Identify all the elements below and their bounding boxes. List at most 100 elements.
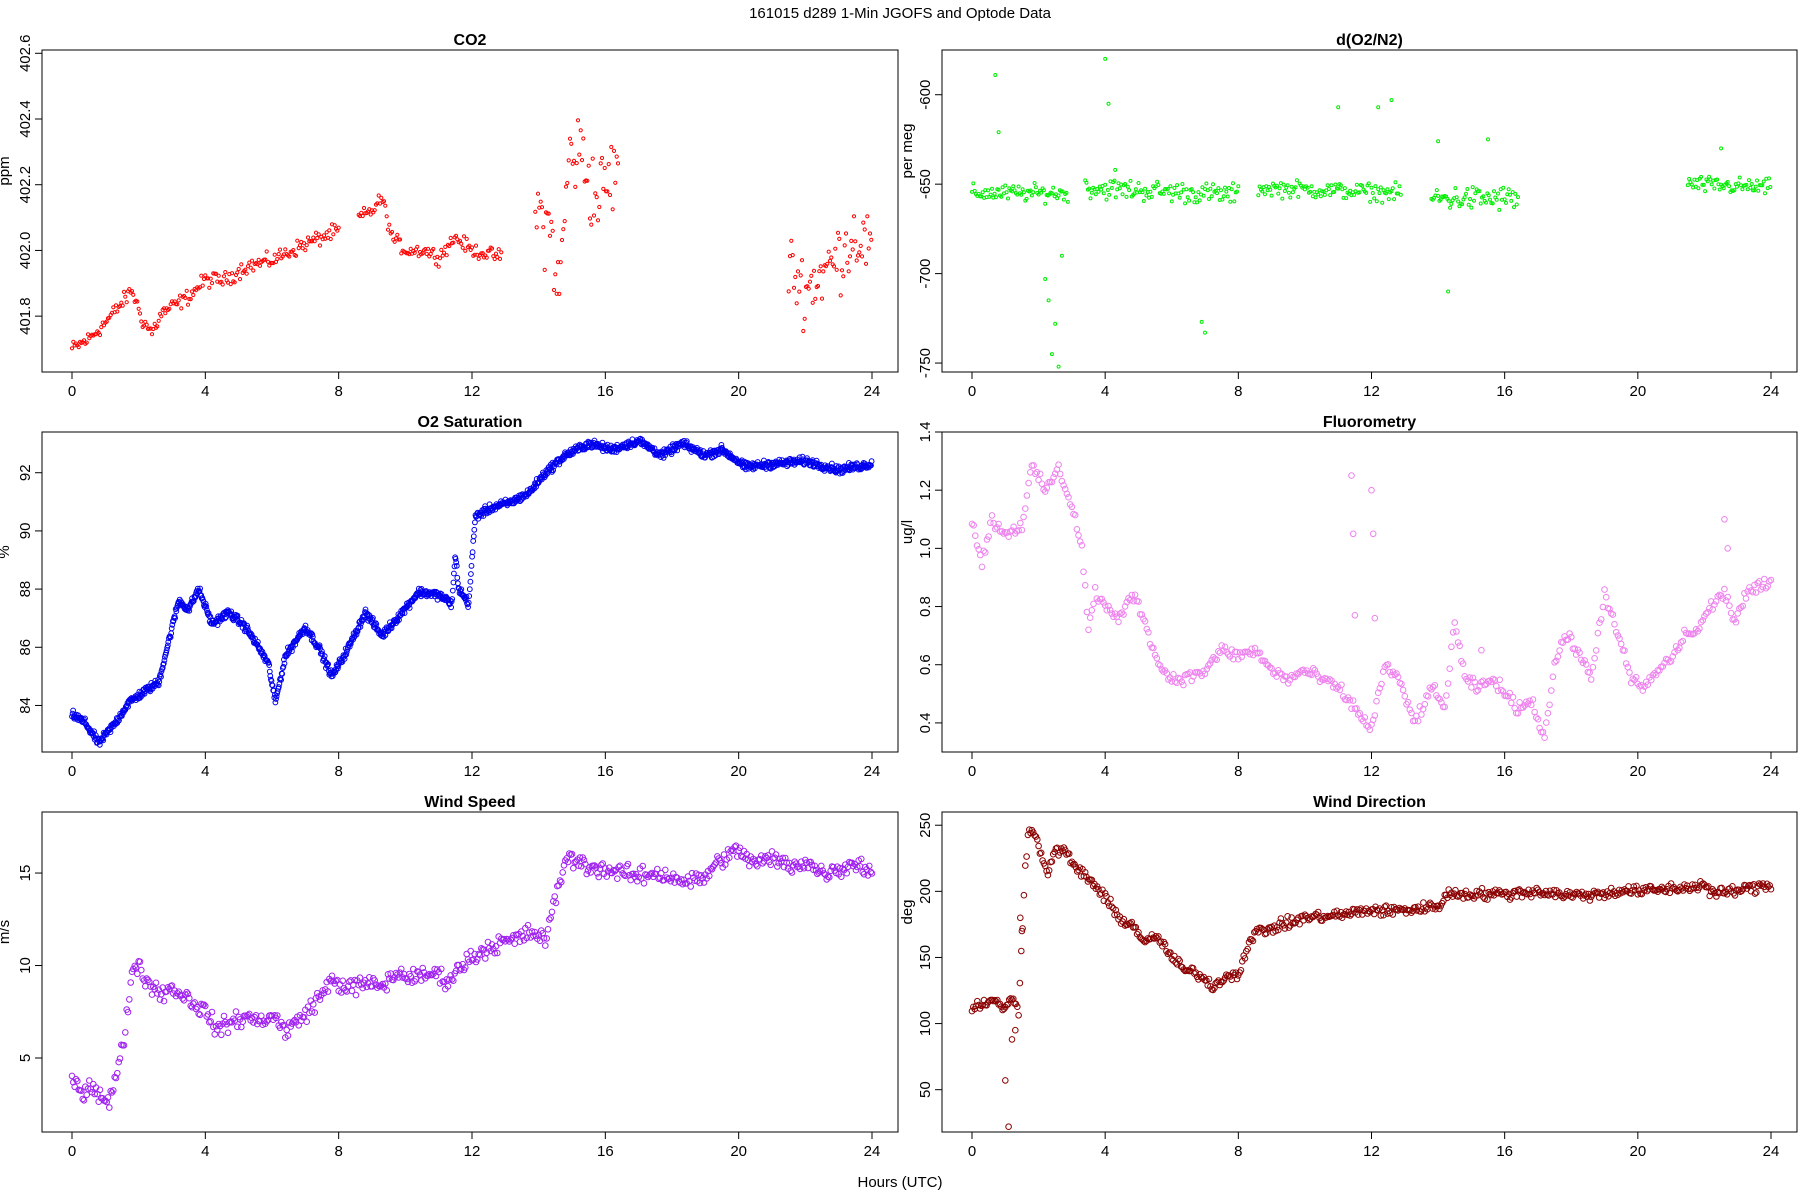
data-point <box>552 899 560 907</box>
data-point <box>238 1023 245 1031</box>
data-point <box>447 972 455 979</box>
data-point <box>1632 673 1640 681</box>
data-point <box>1020 187 1025 192</box>
data-point <box>164 642 171 649</box>
plot-frame <box>41 49 899 373</box>
data-point <box>1398 192 1403 197</box>
data-point <box>1748 185 1753 190</box>
data-point <box>1659 663 1667 670</box>
data-point <box>1150 644 1157 652</box>
data-point <box>1541 734 1548 742</box>
data-point <box>1634 891 1642 898</box>
data-point <box>799 258 805 263</box>
data-point <box>78 1087 85 1094</box>
data-point <box>1484 896 1491 903</box>
data-point <box>582 860 589 868</box>
data-point <box>316 642 323 649</box>
data-point <box>384 214 389 219</box>
data-point <box>127 287 132 292</box>
data-point <box>1311 666 1319 674</box>
data-point <box>674 874 681 882</box>
data-point <box>1144 193 1149 198</box>
data-point <box>593 191 598 196</box>
data-point <box>1737 175 1742 180</box>
data-point <box>1502 197 1507 202</box>
data-point <box>742 466 749 473</box>
data-point <box>867 231 873 236</box>
data-point <box>383 203 388 208</box>
data-point-outlier <box>1721 516 1728 523</box>
x-tick-label: 0 <box>968 1143 976 1160</box>
data-point <box>1354 911 1362 918</box>
data-point <box>180 997 188 1004</box>
data-point <box>1449 629 1457 636</box>
y-tick-label: 0.6 <box>917 654 934 675</box>
data-point <box>1468 197 1472 201</box>
data-point <box>1759 880 1767 887</box>
data-point <box>1187 198 1192 203</box>
data-point <box>1155 660 1162 668</box>
data-point <box>1021 190 1026 195</box>
data-point <box>428 251 433 257</box>
data-point <box>266 662 273 668</box>
data-point <box>137 695 143 701</box>
data-point <box>1737 604 1745 611</box>
data-point <box>1626 669 1633 676</box>
data-point <box>1261 657 1269 665</box>
data-point <box>573 184 578 189</box>
data-point <box>462 964 469 971</box>
data-point <box>467 947 475 955</box>
data-point <box>1285 680 1292 687</box>
data-point <box>472 252 477 257</box>
data-point <box>1045 867 1053 874</box>
data-point <box>1473 688 1480 695</box>
data-point <box>392 239 397 244</box>
data-point <box>1767 176 1771 181</box>
data-point <box>1677 639 1685 646</box>
data-point <box>1712 186 1717 191</box>
data-point <box>1747 178 1751 183</box>
data-point <box>1071 860 1078 868</box>
data-point <box>1759 583 1766 591</box>
data-point <box>1472 198 1476 203</box>
data-point <box>550 228 555 233</box>
data-point <box>444 983 452 990</box>
data-point <box>1000 185 1005 190</box>
data-point <box>1391 671 1399 679</box>
data-point <box>126 996 133 1003</box>
data-point <box>987 519 994 527</box>
data-point <box>563 184 569 189</box>
data-point <box>1589 663 1597 671</box>
data-point <box>79 1095 86 1103</box>
data-point <box>691 877 699 884</box>
data-point <box>534 225 539 230</box>
data-point <box>321 233 327 238</box>
data-point <box>978 563 986 571</box>
data-point <box>615 161 621 166</box>
data-point <box>459 241 464 246</box>
data-point <box>853 239 858 244</box>
data-point <box>1043 201 1048 206</box>
data-point <box>1016 979 1024 987</box>
data-point <box>688 869 696 877</box>
data-point <box>1333 907 1341 915</box>
data-point <box>1245 648 1252 656</box>
data-point <box>1180 681 1187 689</box>
data-point <box>819 296 825 301</box>
data-point <box>450 977 457 985</box>
data-point <box>1742 882 1749 889</box>
data-point <box>610 207 615 212</box>
data-point <box>1414 717 1422 725</box>
data-point <box>1709 182 1714 187</box>
data-point <box>1671 649 1678 656</box>
data-point <box>159 314 164 319</box>
data-point <box>450 579 457 586</box>
data-point <box>809 273 814 278</box>
data-point <box>1236 184 1241 189</box>
data-point <box>1172 186 1177 190</box>
data-point <box>611 148 617 153</box>
data-point <box>1679 637 1687 645</box>
data-point <box>448 604 455 611</box>
data-point <box>379 980 387 988</box>
data-point <box>1501 185 1506 190</box>
